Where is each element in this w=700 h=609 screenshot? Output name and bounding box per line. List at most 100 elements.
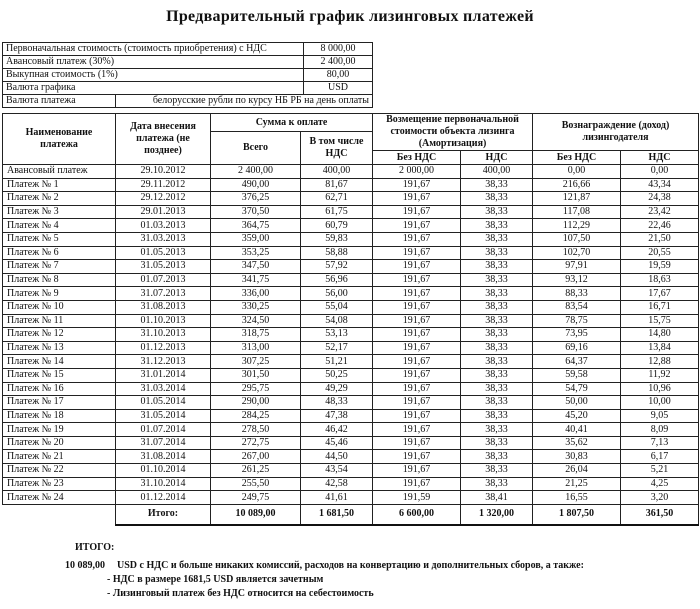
total-reward-no-vat: 361,50 (620, 503, 699, 526)
sum-vat: 47,38 (300, 408, 373, 424)
amort-vat: 38,33 (460, 245, 533, 261)
summary-row: Авансовый платеж (30%) 2 400,00 (2, 55, 373, 69)
payment-name: Платеж № 8 (2, 272, 116, 288)
table-row: Платеж № 20 31.07.2014 272,75 45,46 191,67 38… (2, 435, 699, 451)
payment-name: Платеж № 7 (2, 259, 116, 274)
amort-vat: 38,33 (460, 449, 533, 465)
reward-vat: 5,21 (620, 463, 699, 478)
summary-value: 80,00 (303, 68, 373, 82)
header-reward-no-vat: Без НДС (532, 150, 621, 165)
sum-total: 364,75 (210, 218, 301, 233)
payment-name: Платеж № 5 (2, 231, 116, 247)
summary-table: Первоначальная стоимость (стоимость прио… (2, 42, 373, 108)
amort-vat: 38,33 (460, 327, 533, 342)
reward-no-vat: 64,37 (532, 354, 621, 369)
sum-vat: 56,00 (300, 286, 373, 301)
table-row: Платеж № 15 31.01.2014 301,50 50,25 191,67 38… (2, 367, 699, 383)
header-sum-total: Всего (210, 131, 301, 165)
sum-vat: 54,08 (300, 313, 373, 329)
sum-vat: 55,04 (300, 299, 373, 315)
payment-date: 01.07.2013 (115, 272, 211, 288)
payment-name: Платеж № 16 (2, 381, 116, 397)
payment-date: 31.07.2013 (115, 286, 211, 301)
amort-no-vat: 191,67 (372, 449, 461, 465)
payment-date: 29.01.2013 (115, 204, 211, 220)
sum-total: 261,25 (210, 463, 301, 478)
payment-name: Платеж № 13 (2, 340, 116, 356)
table-row: Платеж № 2 29.12.2012 376,25 62,71 191,67 38,… (2, 191, 699, 206)
sum-total: 313,00 (210, 340, 301, 356)
payment-name: Платеж № 4 (2, 218, 116, 233)
payment-name: Платеж № 24 (2, 490, 116, 505)
reward-no-vat: 30,83 (532, 449, 621, 465)
sum-vat: 44,50 (300, 449, 373, 465)
blank-cell (2, 504, 116, 525)
reward-no-vat: 93,12 (532, 272, 621, 288)
sum-vat: 62,71 (300, 191, 373, 206)
sum-total: 307,25 (210, 354, 301, 369)
payment-name: Платеж № 22 (2, 463, 116, 478)
sum-vat: 57,92 (300, 259, 373, 274)
reward-vat: 18,63 (620, 272, 699, 288)
total-sum-total: 1 681,50 (300, 503, 373, 526)
table-row: Платеж № 3 29.01.2013 370,50 61,75 191,67 38,… (2, 204, 699, 220)
reward-no-vat: 59,58 (532, 367, 621, 383)
amort-no-vat: 191,67 (372, 231, 461, 247)
sum-total: 353,25 (210, 245, 301, 261)
amort-no-vat: 191,67 (372, 245, 461, 261)
payment-name: Платеж № 1 (2, 177, 116, 193)
payment-name: Платеж № 9 (2, 286, 116, 301)
table-row: Авансовый платеж 29.10.2012 2 400,00 400,00… (2, 164, 699, 179)
amort-no-vat: 191,67 (372, 476, 461, 492)
amort-vat: 38,33 (460, 422, 533, 437)
payment-date: 31.08.2013 (115, 299, 211, 315)
sum-total: 2 400,00 (210, 164, 301, 179)
summary-value: USD (303, 81, 373, 95)
reward-no-vat: 73,95 (532, 327, 621, 342)
amort-no-vat: 191,67 (372, 408, 461, 424)
sum-vat: 50,25 (300, 367, 373, 383)
reward-vat: 12,88 (620, 354, 699, 369)
amort-vat: 38,33 (460, 299, 533, 315)
payment-name: Платеж № 12 (2, 327, 116, 342)
table-row: Платеж № 4 01.03.2013 364,75 60,79 191,67 38,… (2, 218, 699, 233)
amort-vat: 38,33 (460, 381, 533, 397)
amort-no-vat: 191,67 (372, 381, 461, 397)
reward-vat: 3,20 (620, 490, 699, 505)
amort-vat: 38,33 (460, 463, 533, 478)
amort-vat: 38,33 (460, 313, 533, 329)
reward-no-vat: 78,75 (532, 313, 621, 329)
sum-vat: 400,00 (300, 164, 373, 179)
amort-no-vat: 191,67 (372, 313, 461, 329)
reward-vat: 16,71 (620, 299, 699, 315)
amort-vat: 38,33 (460, 191, 533, 206)
amort-no-vat: 191,67 (372, 354, 461, 369)
summary-value: 2 400,00 (303, 55, 373, 69)
table-row: Платеж № 10 31.08.2013 330,25 55,04 191,67 38… (2, 299, 699, 315)
summary-label: Первоначальная стоимость (стоимость прио… (2, 42, 304, 56)
payment-name: Платеж № 20 (2, 435, 116, 451)
sum-total: 278,50 (210, 422, 301, 437)
reward-vat: 7,13 (620, 435, 699, 451)
reward-vat: 20,55 (620, 245, 699, 261)
payment-name: Платеж № 6 (2, 245, 116, 261)
reward-no-vat: 216,66 (532, 177, 621, 193)
payment-date: 01.12.2013 (115, 340, 211, 356)
table-row: Платеж № 23 31.10.2014 255,50 42,58 191,67 38… (2, 476, 699, 492)
payment-date: 31.08.2014 (115, 449, 211, 465)
table-row: Платеж № 14 31.12.2013 307,25 51,21 191,67 38… (2, 354, 699, 369)
reward-vat: 17,67 (620, 286, 699, 301)
sum-total: 376,25 (210, 191, 301, 206)
footer-bullet-vat: - НДС в размере 1681,5 USD является заче… (107, 574, 324, 585)
page-title: Предварительный график лизинговых платеж… (166, 8, 534, 25)
sum-vat: 48,33 (300, 395, 373, 410)
reward-no-vat: 50,00 (532, 395, 621, 410)
payment-name: Платеж № 19 (2, 422, 116, 437)
totals-row: Итого: 10 089,00 1 681,50 6 600,00 1 320,00 1… (2, 503, 699, 526)
payment-date: 01.05.2013 (115, 245, 211, 261)
reward-vat: 24,38 (620, 191, 699, 206)
table-row: Платеж № 19 01.07.2014 278,50 46,42 191,67 38… (2, 422, 699, 437)
amort-no-vat: 191,67 (372, 299, 461, 315)
amort-vat: 38,33 (460, 395, 533, 410)
payment-name: Платеж № 23 (2, 476, 116, 492)
